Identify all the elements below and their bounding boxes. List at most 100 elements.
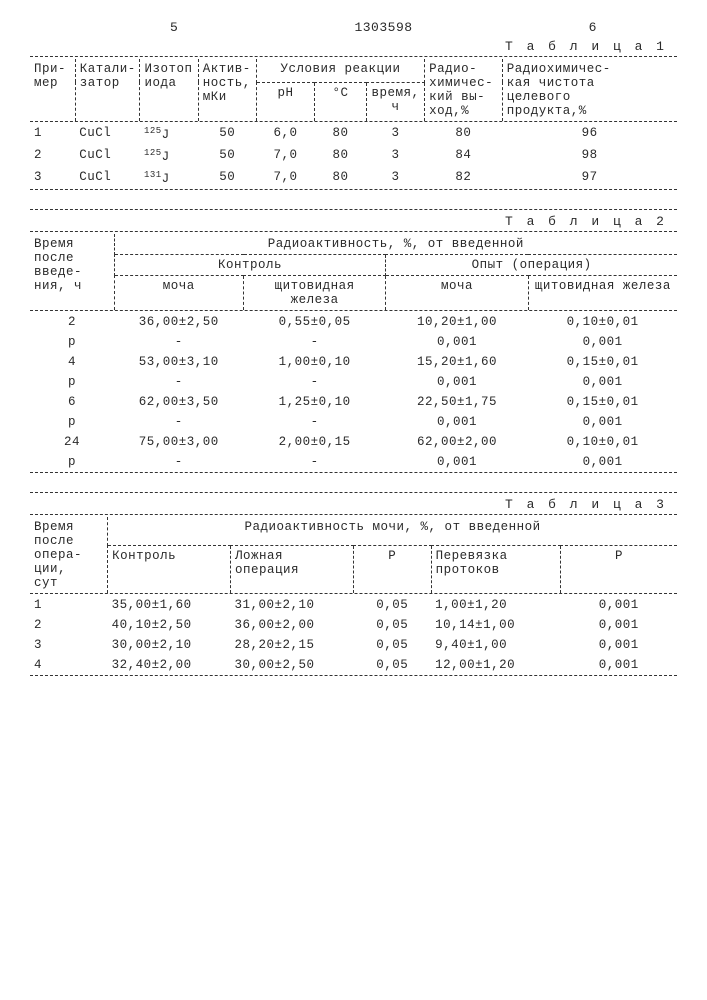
cell: 125J [140,145,198,167]
t1-h-yield: Радио- химичес- кий вы- ход,% [425,59,503,121]
cell: 2 [30,145,75,167]
cell: 2 [30,615,108,635]
t1-h-cond: Условия реакции [256,59,424,82]
cell: 0,001 [560,615,677,635]
cell: 7,0 [256,167,314,189]
cell: 1,00±0,10 [244,352,386,372]
t3-h-top: Радиоактивность мочи, %, от введенной [108,517,677,545]
t1-h-purity: Радиохимичес- кая чистота целевого проду… [502,59,677,121]
cell: p [30,452,114,472]
page-right: 6 [589,20,597,35]
cell: - [114,412,243,432]
cell: 2 [30,312,114,332]
cell: 0,15±0,01 [528,392,677,412]
table-2-label: Т а б л и ц а 2 [30,214,667,229]
t3-h-s3: P [353,546,431,594]
table-3-label: Т а б л и ц а 3 [30,497,667,512]
table-row: 3CuCl131J507,08038297 [30,167,677,189]
table-row: 453,00±3,101,00±0,1015,20±1,600,15±0,01 [30,352,677,372]
cell: CuCl [75,167,140,189]
cell: 0,55±0,05 [244,312,386,332]
cell: 9,40±1,00 [431,635,560,655]
cell: 125J [140,123,198,145]
cell: 31,00±2,10 [231,595,354,615]
cell: 30,00±2,10 [108,635,231,655]
table-row: p--0,0010,001 [30,412,677,432]
table-1-section: Т а б л и ц а 1 При- мер Катали- затор И… [30,39,677,191]
cell: - [114,372,243,392]
table-1-label: Т а б л и ц а 1 [30,39,667,54]
cell: 50 [198,123,256,145]
cell: 0,001 [560,655,677,675]
cell: 32,40±2,00 [108,655,231,675]
cell: 4 [30,655,108,675]
cell: 0,001 [386,332,528,352]
t2-h-s2: щитовидная железа [244,276,386,311]
cell: 2,00±0,15 [244,432,386,452]
table-row: 662,00±3,501,25±0,1022,50±1,750,15±0,01 [30,392,677,412]
cell: 10,20±1,00 [386,312,528,332]
cell: 53,00±3,10 [114,352,243,372]
cell: - [244,332,386,352]
table-row: 330,00±2,1028,20±2,150,059,40±1,000,001 [30,635,677,655]
cell: 4 [30,352,114,372]
cell: 0,15±0,01 [528,352,677,372]
cell: 3 [30,167,75,189]
cell: 3 [366,167,424,189]
table-row: 236,00±2,500,55±0,0510,20±1,000,10±0,01 [30,312,677,332]
cell: p [30,332,114,352]
table-row: 135,00±1,6031,00±2,100,051,00±1,200,001 [30,595,677,615]
cell: 3 [30,635,108,655]
page-numbers: 5 1303598 6 [30,20,677,35]
cell: 50 [198,145,256,167]
cell: 75,00±3,00 [114,432,243,452]
cell: 0,001 [386,372,528,392]
cell: 0,001 [560,635,677,655]
page-left: 5 [170,20,178,35]
cell: 97 [502,167,677,189]
cell: 98 [502,145,677,167]
cell: 6 [30,392,114,412]
table-row: p--0,0010,001 [30,452,677,472]
cell: 96 [502,123,677,145]
table-row: 432,40±2,0030,00±2,500,0512,00±1,200,001 [30,655,677,675]
cell: 24 [30,432,114,452]
cell: 62,00±2,00 [386,432,528,452]
cell: 62,00±3,50 [114,392,243,412]
t2-h-control: Контроль [114,255,386,276]
t2-h-s3: моча [386,276,528,311]
t2-h-s1: моча [114,276,243,311]
cell: 7,0 [256,145,314,167]
t1-h-cat: Катали- затор [75,59,140,121]
cell: 0,05 [353,655,431,675]
t2-h-exp: Опыт (операция) [386,255,677,276]
t3-h-s5: P [560,546,677,594]
cell: 0,001 [528,332,677,352]
t1-h-ph: pH [256,82,314,121]
table-row: 1CuCl125J506,08038096 [30,123,677,145]
cell: 3 [366,123,424,145]
cell: 131J [140,167,198,189]
t1-h-temp: °C [315,82,367,121]
cell: 50 [198,167,256,189]
cell: p [30,412,114,432]
cell: 0,05 [353,595,431,615]
cell: 1,00±1,20 [431,595,560,615]
table-row: 2CuCl125J507,08038498 [30,145,677,167]
cell: 1,25±0,10 [244,392,386,412]
cell: 35,00±1,60 [108,595,231,615]
table-row: p--0,0010,001 [30,372,677,392]
t1-h-act: Актив- ность, мКи [198,59,256,121]
t3-h-s1: Контроль [108,546,231,594]
t1-h-time: время, ч [366,82,424,121]
cell: 22,50±1,75 [386,392,528,412]
table-3-section: Т а б л и ц а 3 Время после опера- ции, … [30,492,677,677]
cell: 0,001 [528,412,677,432]
cell: CuCl [75,123,140,145]
table-2-section: Т а б л и ц а 2 Время после введе- ния, … [30,209,677,474]
cell: 12,00±1,20 [431,655,560,675]
cell: 80 [425,123,503,145]
cell: 1 [30,595,108,615]
cell: 0,001 [386,452,528,472]
doc-number: 1303598 [354,20,412,35]
